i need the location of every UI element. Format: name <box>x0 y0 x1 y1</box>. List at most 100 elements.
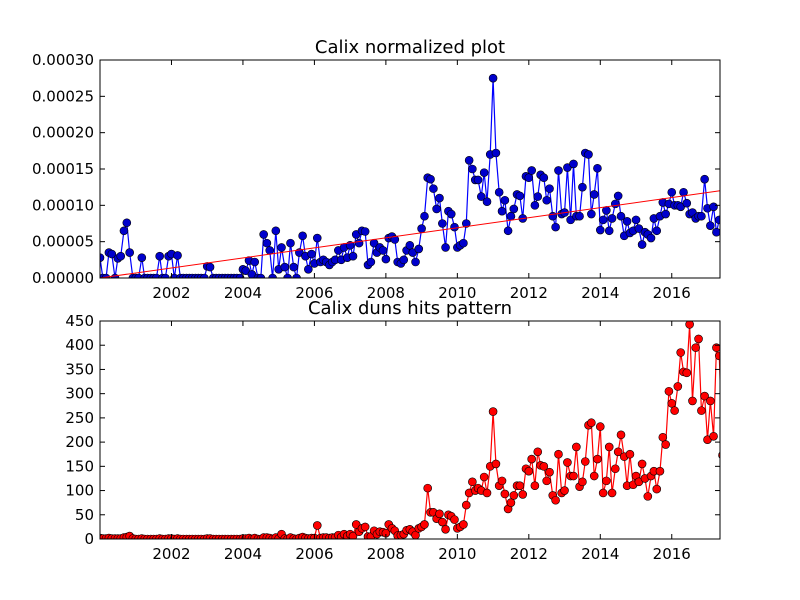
top-data-point <box>161 273 170 278</box>
top-data-point <box>312 233 322 243</box>
top-data-point <box>119 226 129 236</box>
top-data-point <box>682 198 692 208</box>
top-data-point <box>205 262 215 272</box>
bottom-data-point <box>625 449 635 459</box>
top-trend-line <box>100 190 720 278</box>
bottom-y-tick-label: 450 <box>65 312 94 330</box>
top-data-point <box>441 243 450 252</box>
top-data-point <box>450 222 459 232</box>
top-data-point <box>107 249 117 259</box>
bottom-chart-title: Calix duns hits pattern <box>308 298 512 319</box>
top-data-point <box>381 254 391 264</box>
bottom-data-point <box>607 488 617 498</box>
top-data-point <box>610 199 620 209</box>
top-data-point <box>533 192 543 201</box>
bottom-data-point <box>560 486 569 495</box>
bottom-data-point <box>539 462 549 471</box>
top-data-point <box>578 182 587 192</box>
top-data-point <box>500 195 510 205</box>
top-data-point <box>289 262 298 272</box>
top-x-tick-label: 2008 <box>367 284 405 302</box>
top-data-point <box>414 244 424 254</box>
top-data-point <box>271 226 281 236</box>
top-data-point <box>589 190 599 199</box>
top-data-point <box>488 73 498 83</box>
top-data-point <box>646 233 656 243</box>
top-data-point <box>283 273 292 278</box>
bottom-data-point <box>610 464 620 474</box>
bottom-data-point <box>420 520 429 529</box>
bottom-data-point <box>667 399 677 408</box>
top-data-point <box>280 262 290 272</box>
bottom-data-point <box>461 500 471 510</box>
bottom-data-point <box>438 517 447 527</box>
top-data-point <box>476 192 486 201</box>
top-data-point <box>575 211 584 221</box>
top-x-tick-label: 2014 <box>581 284 619 302</box>
top-data-point <box>712 227 720 237</box>
top-data-point <box>399 255 409 265</box>
top-data-point <box>613 191 623 201</box>
bottom-data-point <box>655 466 665 476</box>
top-data-point <box>503 226 513 236</box>
bottom-data-point <box>578 477 587 487</box>
bottom-data-point <box>676 348 685 357</box>
top-data-point <box>598 215 608 225</box>
top-data-point <box>593 163 602 173</box>
top-data-point <box>435 193 444 203</box>
bottom-y-tick-label: 100 <box>65 482 94 500</box>
top-data-point <box>607 214 617 223</box>
top-data-point <box>637 240 647 249</box>
bottom-data-point <box>530 481 540 491</box>
top-data-point <box>616 211 626 221</box>
top-data-point <box>298 231 307 241</box>
bottom-data-point <box>643 492 653 501</box>
bottom-data-point <box>685 321 694 329</box>
bottom-x-tick-label: 2004 <box>224 545 262 563</box>
top-data-point <box>354 238 364 248</box>
bottom-data-point <box>637 459 647 469</box>
top-x-tick-label: 2004 <box>224 284 262 302</box>
top-data-point <box>265 246 275 255</box>
bottom-data-point <box>527 454 536 464</box>
top-data-point <box>461 219 471 228</box>
top-y-tick-label: 0.00010 <box>32 196 94 214</box>
top-data-point <box>235 273 245 278</box>
top-data-point <box>256 273 266 278</box>
top-data-point <box>595 225 605 235</box>
top-x-tick-label: 2006 <box>295 284 333 302</box>
top-data-point <box>438 219 447 228</box>
bottom-data-point <box>682 368 692 378</box>
top-data-point <box>491 148 501 158</box>
top-y-tick-label: 0.00000 <box>32 269 94 287</box>
top-y-tick-label: 0.00025 <box>32 87 94 105</box>
bottom-x-tick-label: 2014 <box>581 545 619 563</box>
bottom-data-point <box>533 447 543 457</box>
top-data-point <box>417 224 426 233</box>
bottom-data-point <box>491 459 501 469</box>
top-data-point <box>459 238 468 248</box>
top-data-point <box>667 187 677 197</box>
bottom-y-tick-label: 400 <box>65 336 94 354</box>
top-data-point <box>420 211 429 221</box>
bottom-data-point <box>497 476 507 486</box>
bottom-y-tick-label: 250 <box>65 409 94 427</box>
top-data-point <box>524 173 534 183</box>
top-y-tick-label: 0.00005 <box>32 233 94 251</box>
top-data-point <box>482 197 492 206</box>
bottom-data-point <box>670 406 679 415</box>
top-data-point <box>468 164 477 174</box>
bottom-data-point <box>441 525 450 534</box>
top-x-tick-label: 2002 <box>152 284 190 302</box>
top-chart-title: Calix normalized plot <box>315 37 505 58</box>
bottom-data-point <box>482 488 492 498</box>
top-x-tick-label: 2012 <box>510 284 548 302</box>
bottom-data-point <box>423 483 432 493</box>
top-data-point <box>304 264 313 274</box>
top-data-point <box>426 174 435 184</box>
bottom-data-point <box>658 432 668 442</box>
top-data-point <box>390 235 400 244</box>
bottom-data-point <box>714 351 720 361</box>
